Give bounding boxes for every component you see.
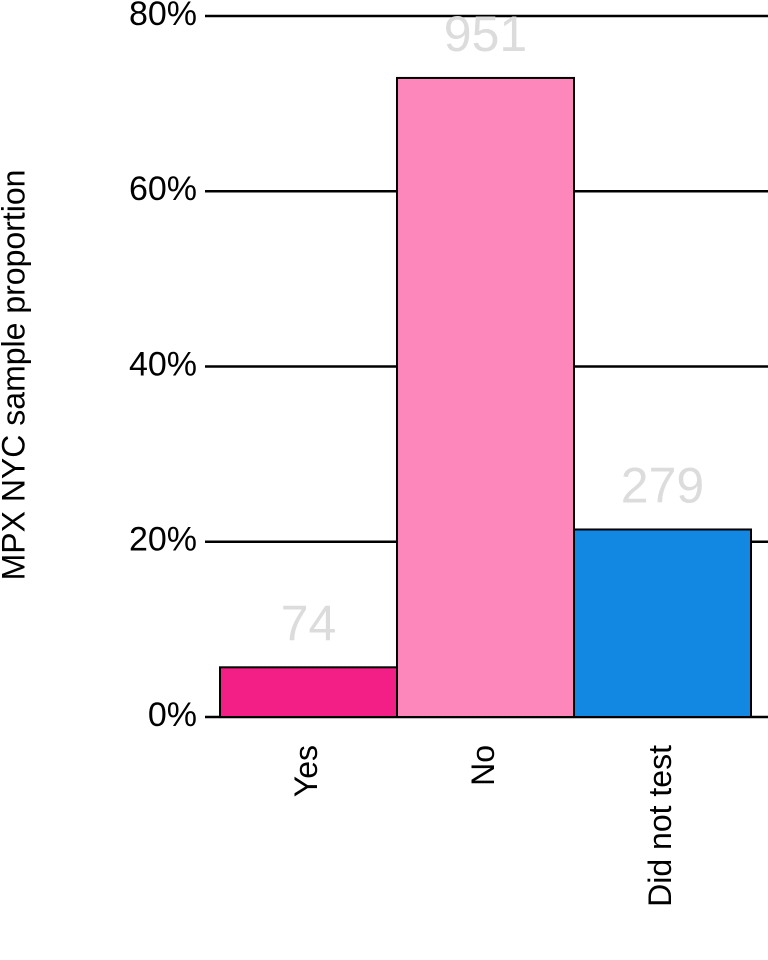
y-tick-label: 80%	[129, 0, 197, 33]
x-tick-label: No	[465, 745, 501, 786]
bar	[219, 666, 398, 719]
y-tick-label: 20%	[129, 521, 197, 559]
value-label: 74	[281, 596, 337, 652]
bar	[396, 76, 575, 719]
bar	[573, 528, 752, 718]
y-axis-label: MPX NYC sample proportion	[0, 170, 31, 581]
y-tick-label: 40%	[129, 345, 197, 383]
value-label: 279	[621, 458, 704, 514]
y-tick-label: 60%	[129, 170, 197, 208]
value-label: 951	[444, 6, 527, 62]
x-tick-label: Yes	[288, 745, 324, 797]
x-tick-label: Did not test	[642, 745, 678, 907]
y-tick-label: 0%	[148, 696, 197, 734]
